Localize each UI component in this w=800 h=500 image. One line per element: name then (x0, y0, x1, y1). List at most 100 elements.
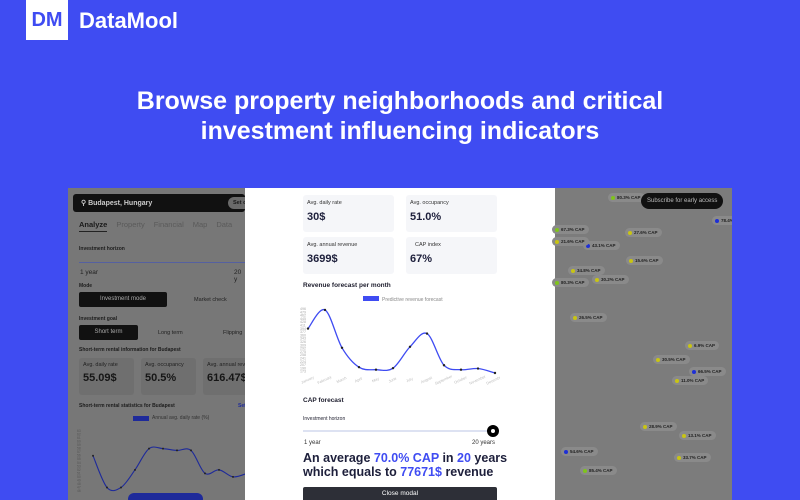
hero-line-2: investment influencing indicators (200, 117, 600, 145)
pin-dot-icon (643, 424, 647, 429)
map-pin[interactable]: 6.9% CAP (685, 341, 720, 350)
market-check-button[interactable]: Market check (194, 297, 227, 303)
stat-card: Avg. annual reve 616.47$ (203, 358, 253, 395)
chart-title: Revenue forecast per month (303, 282, 391, 289)
tab-map[interactable]: Map (192, 220, 208, 229)
map-pin[interactable]: 13.1% CAP (679, 431, 716, 440)
pin-dot-icon (656, 357, 660, 362)
revenue-value: 77671$ (400, 465, 442, 479)
cap-summary: An average 70.0% CAP in 20 years which e… (303, 451, 507, 479)
investment-mode-button[interactable]: Investment mode (79, 292, 167, 307)
y-tick-label: 394 (300, 327, 306, 331)
tab-analyze[interactable]: Analyze (79, 220, 108, 232)
location-bar[interactable]: ⚲ Budapest, Hungary Set c (73, 194, 245, 212)
pin-label: 28.9% CAP (649, 424, 673, 429)
y-tick-label: 360 (300, 333, 306, 337)
legend-label: Annual avg. daily rate (%) (152, 415, 210, 421)
map-pin[interactable]: 80.3% CAP (608, 193, 645, 202)
horizon-slider[interactable] (79, 262, 245, 263)
y-tick-label: 428 (300, 320, 306, 324)
map-pin[interactable]: 30.2% CAP (592, 275, 629, 284)
location-label: Budapest, Hungary (88, 200, 153, 207)
tab-financial[interactable]: Financial (153, 220, 184, 229)
data-point (218, 468, 220, 471)
summary-text: which equals to (303, 465, 401, 479)
hero-title: Browse property neighborhoods and critic… (0, 86, 800, 146)
modal-card: Avg. daily rate 30$ (303, 195, 394, 232)
data-point (134, 468, 136, 471)
set-button[interactable]: Set c (228, 197, 245, 209)
y-tick-label: 62 (77, 433, 81, 437)
map-pin[interactable]: 54.6% CAP (561, 447, 598, 456)
short-term-button[interactable]: Short term (79, 325, 138, 340)
y-tick-label: 241 (300, 356, 306, 360)
map-pin[interactable]: 80.3% CAP (552, 278, 589, 287)
subscribe-button[interactable]: Subscribe for early access (641, 193, 724, 209)
x-tick-label: November (469, 374, 487, 385)
horizon-slider-handle[interactable] (487, 425, 499, 437)
data-point (357, 365, 361, 369)
modal-card: CAP index 67% (406, 237, 497, 274)
y-tick-label: 292 (300, 347, 306, 351)
y-tick-label: 61 (77, 436, 81, 440)
y-tick-label: 496 (300, 307, 306, 311)
floating-button[interactable] (128, 493, 203, 500)
tab-data[interactable]: Data (216, 220, 233, 229)
pin-label: 13.1% CAP (688, 433, 712, 438)
pin-label: 85.4% CAP (589, 468, 613, 473)
y-tick-label: 63 (77, 429, 81, 433)
y-tick-label: 48 (77, 482, 81, 486)
horizon-slider-track[interactable] (303, 430, 493, 432)
pin-dot-icon (682, 433, 686, 438)
tab-property[interactable]: Property (116, 220, 145, 229)
map-pin[interactable]: 34.8% CAP (568, 266, 605, 275)
card-value: 616.47$ (207, 372, 247, 384)
y-tick-label: 58 (77, 447, 81, 451)
map-pin[interactable]: 11.0% CAP (672, 376, 709, 385)
map-pin[interactable]: 15.6% CAP (626, 256, 663, 265)
pin-label: 33.7% CAP (683, 455, 707, 460)
data-point (374, 368, 378, 371)
logo[interactable]: DM (26, 0, 68, 40)
cap-value: 70.0% CAP (373, 451, 439, 465)
pin-dot-icon (555, 227, 559, 232)
horizon-min: 1 year (304, 440, 321, 446)
map-pin[interactable]: 66.5% CAP (689, 367, 726, 376)
card-value: 51.0% (410, 211, 442, 223)
map-pin[interactable]: 85.4% CAP (580, 466, 617, 475)
map-pin[interactable]: 78.4% CAP (712, 216, 732, 225)
data-point (340, 346, 344, 349)
y-tick-label: 479 (300, 310, 306, 314)
card-label: Avg. annual revenue (307, 242, 358, 248)
map-pin[interactable]: 26.5% CAP (570, 313, 607, 322)
map-pin[interactable]: 33.7% CAP (674, 453, 711, 462)
card-label: Avg. occupancy (410, 200, 449, 206)
x-tick-label: December (486, 374, 500, 385)
map-pin[interactable]: 67.3% CAP (552, 225, 589, 234)
flipping-button[interactable]: Flipping (223, 330, 243, 336)
map-view[interactable]: 85.4% CAP 33.7% CAP 54.6% CAP 13.1% CAP 28.9… (552, 188, 732, 500)
stats-link[interactable]: Set (238, 403, 246, 409)
map-pin[interactable]: 27.6% CAP (625, 228, 662, 237)
stat-card: Avg. occupancy 50.5% (141, 358, 196, 395)
map-pin[interactable]: 30.5% CAP (653, 355, 690, 364)
map-pin[interactable]: 43.1% CAP (583, 241, 620, 250)
pin-dot-icon (595, 277, 599, 282)
goal-label: Investment goal (79, 316, 118, 322)
map-pin[interactable]: 21.6% CAP (552, 237, 589, 246)
legend-swatch (133, 416, 149, 421)
pin-dot-icon (628, 230, 632, 235)
data-point (92, 454, 94, 457)
summary-text: An average (303, 451, 374, 465)
close-modal-button[interactable]: Close modal (303, 487, 497, 500)
horizon-label: Investment horizon (79, 246, 125, 252)
data-point (476, 367, 480, 370)
map-pin[interactable]: 28.9% CAP (640, 422, 677, 431)
pin-label: 11.0% CAP (681, 378, 705, 383)
tab-bar: Analyze Property Financial Map Data (79, 220, 232, 232)
pin-dot-icon (583, 468, 587, 473)
x-tick-label: August (420, 375, 433, 384)
pin-label: 54.6% CAP (570, 449, 594, 454)
long-term-button[interactable]: Long term (158, 330, 183, 336)
